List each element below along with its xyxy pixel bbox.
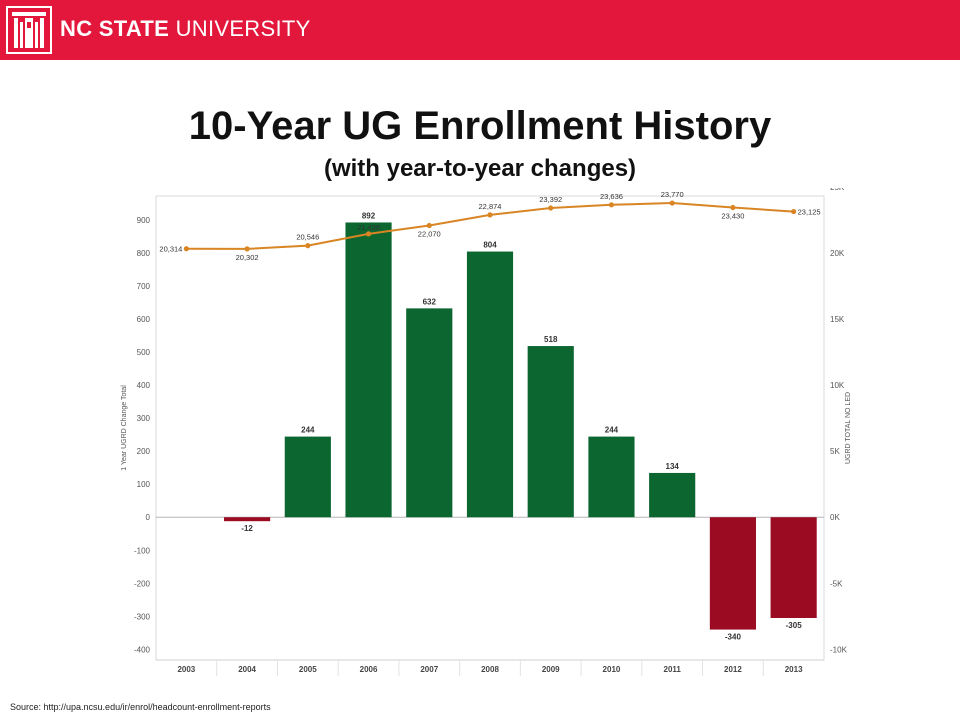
y-tick-label: 300	[137, 414, 151, 423]
line-point-2006	[365, 231, 372, 237]
bar-2012	[709, 517, 756, 630]
bar-label-2005: 244	[301, 426, 315, 435]
line-label-2007: 22,070	[418, 230, 441, 239]
bar-2006	[345, 222, 392, 518]
y-tick-label: 800	[137, 249, 151, 258]
x-tick-label: 2007	[420, 665, 438, 674]
enrollment-chart: 900 800 700 600 500 400 300 200 100 0 -100 -200 -300…	[118, 183, 860, 681]
line-point-2009	[548, 205, 554, 211]
y-tick-label: -400	[134, 645, 151, 654]
x-tick-label: 2009	[542, 665, 560, 674]
y-tick-label: -200	[134, 579, 151, 588]
y2-tick-label: 15K	[830, 315, 845, 324]
line-point-2010	[608, 202, 615, 208]
x-tick-label: 2003	[177, 665, 195, 674]
bar-label-2010: 244	[605, 426, 619, 435]
y-tick-label: 500	[137, 348, 151, 357]
line-label-2010: 23,636	[600, 192, 623, 201]
y-tick-label: 200	[137, 447, 151, 456]
bar-label-2008: 804	[483, 241, 497, 250]
y2-tick-label: 5K	[830, 447, 840, 456]
line-point-2008	[487, 212, 493, 218]
y-tick-label: 0	[146, 513, 151, 522]
line-label-2006: 21,438	[357, 223, 380, 232]
x-tick-label: 2010	[603, 665, 621, 674]
y-tick-label: 600	[137, 315, 151, 324]
y-tick-label: 400	[137, 381, 151, 390]
y-axis-title: 1 Year UGRD Change Total	[121, 385, 128, 471]
y-tick-label: 900	[137, 216, 151, 225]
x-tick-label: 2004	[238, 665, 256, 674]
y2-tick-label: 0K	[830, 513, 840, 522]
line-label-2011: 23,770	[661, 190, 684, 199]
line-label-2013: 23,125	[798, 208, 821, 217]
bar-label-2004: -12	[241, 524, 253, 533]
enrollment-chart-svg: 900 800 700 600 500 400 300 200 100 0 -100 -200 -300…	[121, 183, 852, 676]
belltower-logo-icon	[6, 6, 52, 54]
line-point-2013	[791, 208, 797, 215]
x-tick-label: 2012	[724, 665, 742, 674]
y2-tick-label: 10K	[830, 381, 845, 390]
source-note: Source: http://upa.ncsu.edu/ir/enrol/hea…	[10, 702, 271, 712]
x-tick-label: 2013	[785, 665, 803, 674]
line-label-2008: 22,874	[479, 202, 502, 211]
line-point-2004	[244, 246, 250, 252]
bar-2004	[224, 517, 271, 522]
y2-tick-label: 20K	[830, 249, 845, 258]
header-banner: NC STATE UNIVERSITY	[0, 0, 960, 60]
slide-subtitle: (with year-to-year changes)	[323, 155, 637, 182]
y2-axis-title: UGRD TOTAL NO LED	[845, 392, 852, 464]
bar-2013	[770, 517, 817, 618]
bar-2008	[466, 251, 514, 518]
x-tick-label: 2011	[664, 665, 682, 674]
bar-2009	[527, 346, 574, 518]
bar-label-2011: 134	[666, 462, 680, 471]
line-point-2005	[305, 243, 311, 249]
x-tick-label: 2006	[360, 665, 378, 674]
line-point-2012	[730, 204, 736, 211]
bar-label-2006: 892	[362, 211, 376, 220]
bar-label-2012: -340	[725, 633, 742, 642]
line-label-2003: 20,314	[159, 245, 182, 254]
line-label-2005: 20,546	[296, 233, 319, 242]
y2-tick-label: -5K	[830, 579, 843, 588]
bar-label-2013: -305	[786, 621, 803, 630]
y2-tick-label: -10K	[830, 645, 848, 654]
y-tick-label: -300	[134, 612, 151, 621]
bar-2011	[649, 472, 696, 518]
line-point-2011	[669, 200, 675, 206]
bar-2007	[406, 308, 453, 518]
y-tick-label: 100	[137, 480, 151, 489]
brand-light-text: UNIVERSITY	[175, 16, 311, 41]
brand-bold-text: NC STATE	[60, 16, 170, 41]
y-tick-label: -100	[134, 546, 151, 555]
bar-2005	[284, 436, 331, 518]
x-tick-label: 2005	[299, 665, 317, 674]
line-label-2009: 23,392	[539, 195, 562, 204]
line-label-2004: 20,302	[236, 253, 259, 262]
y-tick-label: 700	[137, 282, 151, 291]
bar-label-2009: 518	[544, 335, 558, 344]
line-point-2007	[426, 222, 432, 229]
university-wordmark[interactable]: NC STATE UNIVERSITY	[60, 16, 311, 42]
bar-2010	[588, 436, 635, 518]
bar-label-2007: 632	[423, 297, 437, 306]
line-point-2003	[183, 246, 189, 252]
y2-tick-label: 25K	[830, 188, 845, 192]
x-tick-label: 2008	[481, 665, 499, 674]
line-label-2012: 23,430	[721, 212, 744, 221]
slide-title: 10-Year UG Enrollment History	[188, 104, 772, 148]
